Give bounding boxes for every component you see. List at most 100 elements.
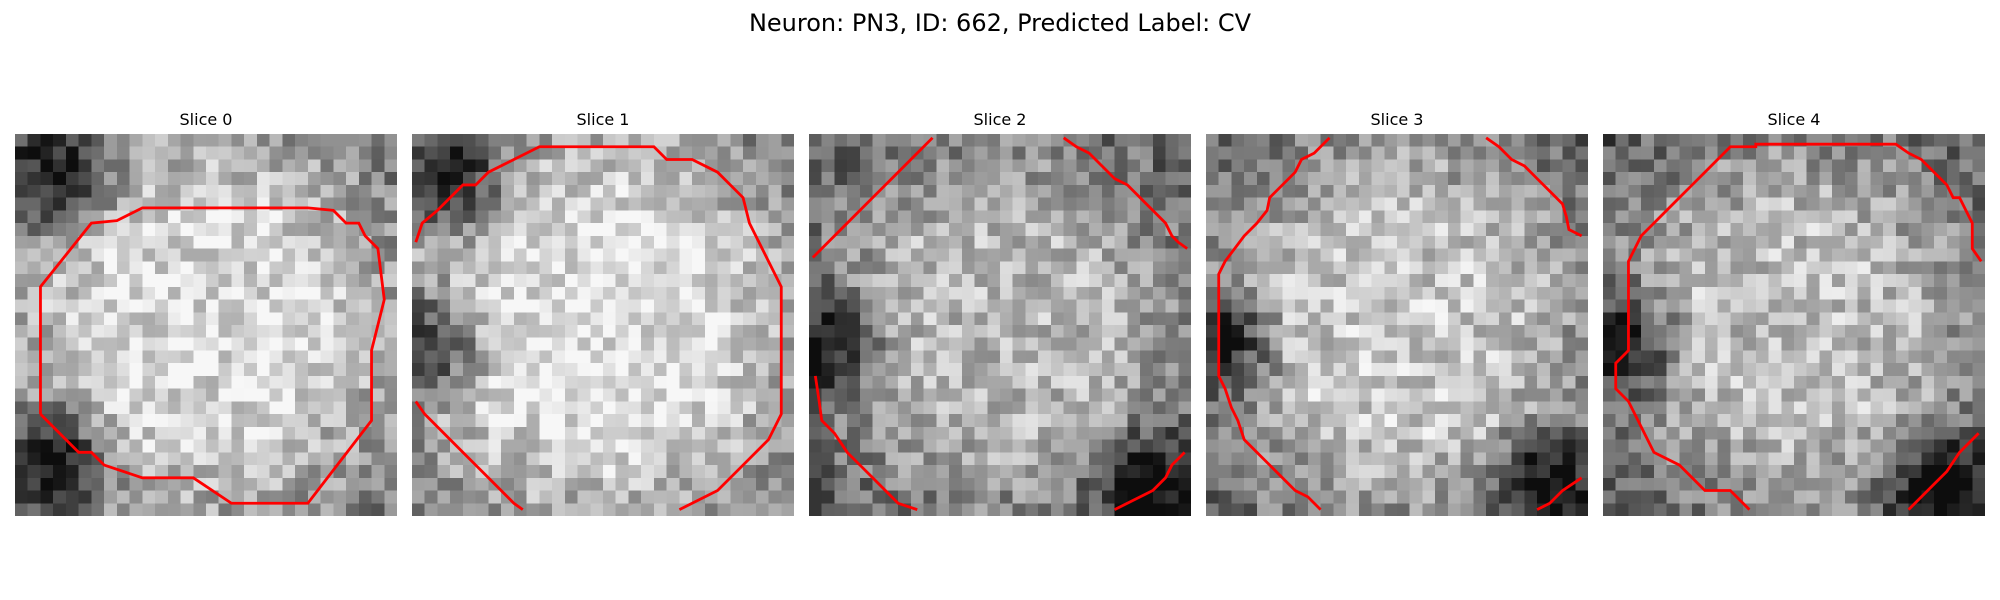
- pixel: [1794, 235, 1807, 249]
- pixel: [1832, 159, 1846, 173]
- pixel: [1743, 261, 1757, 275]
- pixel: [1603, 312, 1616, 326]
- pixel: [949, 299, 963, 313]
- pixel: [1832, 439, 1846, 453]
- pixel: [1422, 452, 1436, 466]
- pixel: [974, 261, 988, 275]
- pixel: [437, 465, 451, 479]
- pixel: [539, 197, 553, 211]
- pixel: [1218, 134, 1232, 147]
- pixel: [1908, 426, 1922, 440]
- pixel: [666, 146, 680, 160]
- contour-line-4b: [1907, 432, 1980, 511]
- pixel: [1498, 414, 1512, 428]
- pixel: [809, 299, 822, 313]
- pixel: [206, 439, 219, 453]
- pixel: [768, 337, 782, 351]
- pixel: [15, 375, 28, 389]
- pixel: [269, 286, 283, 300]
- pixel: [1435, 159, 1449, 173]
- pixel: [371, 261, 385, 275]
- pixel: [307, 388, 321, 402]
- pixel: [1358, 325, 1372, 338]
- pixel: [206, 426, 219, 440]
- pixel: [1946, 363, 1960, 377]
- pixel: [1692, 248, 1706, 262]
- pixel: [1857, 274, 1871, 288]
- pixel: [346, 274, 360, 288]
- pixel: [974, 490, 988, 504]
- pixel: [129, 299, 143, 313]
- pixel: [1883, 299, 1897, 313]
- pixel: [809, 490, 822, 504]
- pixel: [218, 261, 232, 275]
- pixel: [1498, 477, 1512, 491]
- pixel: [755, 223, 769, 237]
- pixel: [923, 223, 937, 237]
- pixel: [859, 261, 873, 275]
- pixel: [834, 312, 848, 326]
- pixel: [898, 172, 912, 186]
- pixel: [936, 210, 950, 224]
- pixel: [692, 363, 706, 377]
- pixel: [424, 134, 438, 147]
- pixel: [1511, 184, 1525, 198]
- pixel: [1794, 439, 1807, 453]
- pixel: [834, 299, 848, 313]
- pixel: [462, 375, 476, 389]
- pixel: [1038, 210, 1052, 224]
- pixel: [730, 172, 744, 186]
- pixel: [282, 465, 296, 479]
- pixel: [730, 490, 744, 504]
- pixel: [1717, 414, 1731, 428]
- pixel: [1575, 197, 1588, 211]
- pixel: [974, 375, 988, 389]
- pixel: [142, 210, 156, 224]
- pixel: [834, 261, 848, 275]
- pixel: [1730, 286, 1744, 300]
- pixel: [809, 146, 822, 160]
- pixel: [1524, 465, 1538, 479]
- pixel: [885, 159, 899, 173]
- pixel: [1870, 490, 1884, 504]
- pixel: [346, 401, 360, 415]
- pixel: [590, 134, 604, 147]
- pixel: [1244, 414, 1258, 428]
- pixel: [1883, 490, 1897, 504]
- pixel: [1256, 337, 1270, 351]
- pixel: [1857, 465, 1871, 479]
- pixel: [834, 325, 848, 338]
- pixel: [1575, 248, 1588, 262]
- pixel: [231, 401, 245, 415]
- pixel: [961, 363, 975, 377]
- pixel: [809, 134, 822, 147]
- pixel: [1397, 350, 1410, 364]
- pixel: [552, 235, 566, 249]
- pixel: [1615, 286, 1629, 300]
- pixel: [1282, 452, 1296, 466]
- pixel: [1537, 465, 1551, 479]
- pixel: [885, 286, 899, 300]
- pixel: [320, 159, 334, 173]
- pixel: [1447, 261, 1461, 275]
- pixel: [1615, 210, 1629, 224]
- pixel: [898, 490, 912, 504]
- pixel: [424, 274, 438, 288]
- pixel: [1435, 210, 1449, 224]
- pixel: [1384, 414, 1398, 428]
- pixel: [231, 286, 245, 300]
- pixel: [475, 210, 489, 224]
- pixel: [193, 172, 207, 186]
- pixel: [666, 299, 680, 313]
- pixel: [1794, 388, 1807, 402]
- pixel: [872, 248, 886, 262]
- pixel: [1038, 248, 1052, 262]
- pixel: [475, 477, 489, 491]
- pixel: [218, 184, 232, 198]
- pixel: [1089, 375, 1103, 389]
- pixel: [1038, 503, 1052, 516]
- pixel: [256, 337, 270, 351]
- pixel: [1498, 465, 1512, 479]
- pixel: [78, 414, 92, 428]
- pixel: [1921, 299, 1935, 313]
